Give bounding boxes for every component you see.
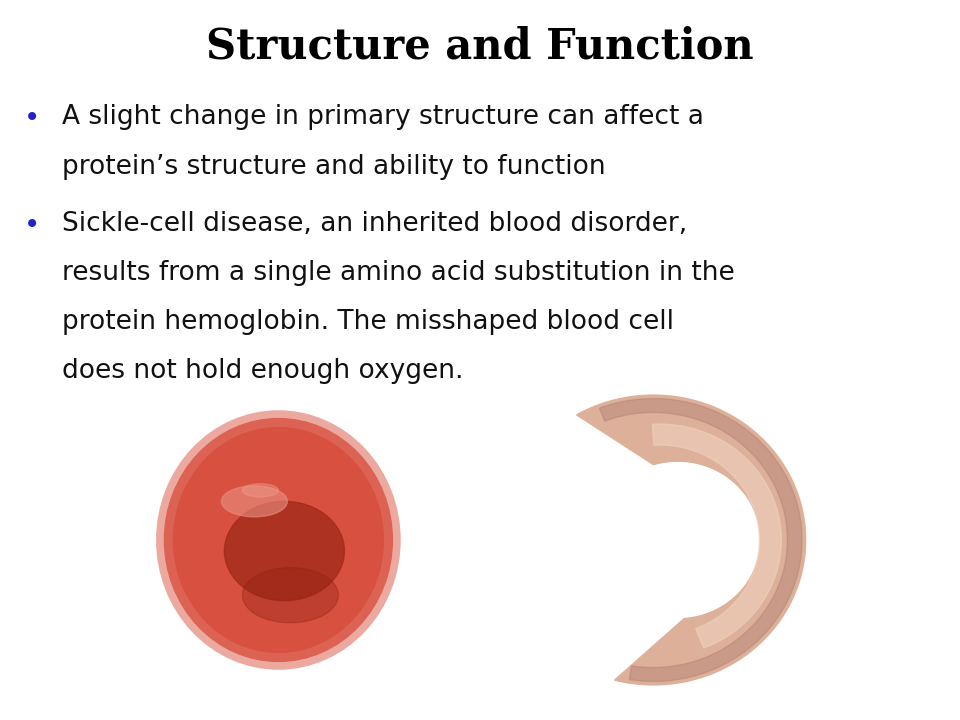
Text: protein hemoglobin. The misshaped blood cell: protein hemoglobin. The misshaped blood … bbox=[62, 309, 674, 336]
Polygon shape bbox=[653, 424, 781, 648]
Text: •: • bbox=[24, 104, 40, 132]
Text: •: • bbox=[24, 211, 40, 238]
Ellipse shape bbox=[164, 418, 393, 662]
Polygon shape bbox=[599, 399, 802, 681]
Text: Structure and Function: Structure and Function bbox=[206, 25, 754, 67]
Ellipse shape bbox=[242, 567, 338, 623]
Text: protein’s structure and ability to function: protein’s structure and ability to funct… bbox=[62, 153, 606, 180]
Text: A slight change in primary structure can affect a: A slight change in primary structure can… bbox=[62, 104, 705, 130]
Ellipse shape bbox=[242, 484, 278, 497]
Ellipse shape bbox=[225, 501, 345, 600]
Ellipse shape bbox=[222, 486, 287, 517]
Text: Sickle-cell disease, an inherited blood disorder,: Sickle-cell disease, an inherited blood … bbox=[62, 211, 687, 237]
Polygon shape bbox=[577, 395, 805, 685]
Text: does not hold enough oxygen.: does not hold enough oxygen. bbox=[62, 359, 464, 384]
Text: results from a single amino acid substitution in the: results from a single amino acid substit… bbox=[62, 260, 735, 286]
